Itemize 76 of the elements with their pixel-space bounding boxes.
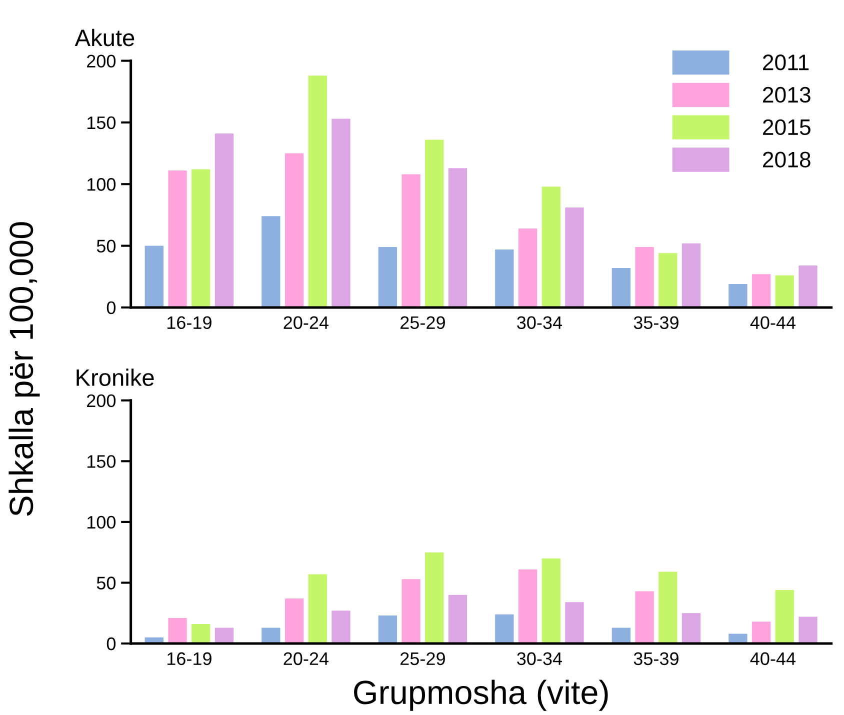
x-tick-label: 16-19	[167, 652, 212, 666]
bar	[752, 622, 771, 644]
bar	[378, 247, 398, 308]
bar	[542, 558, 560, 644]
y-tick-label: 200	[87, 54, 116, 68]
bar	[495, 249, 514, 308]
x-tick-label: 35-39	[634, 652, 678, 666]
bar	[752, 274, 771, 308]
bar	[658, 253, 678, 308]
bar	[192, 624, 210, 644]
x-tick-label: 20-24	[284, 316, 329, 330]
bar	[775, 275, 794, 308]
x-axis-title: Grupmosha (vite)	[354, 680, 608, 711]
legend-label: 2018	[763, 152, 810, 168]
bar	[214, 134, 234, 308]
bar	[658, 572, 678, 644]
bar	[682, 243, 701, 308]
bar	[775, 590, 794, 644]
bar	[682, 613, 701, 644]
bar	[332, 118, 350, 308]
bar	[332, 610, 350, 644]
x-tick-label: 35-39	[634, 316, 678, 330]
bar	[308, 76, 327, 308]
y-tick-label: 150	[87, 455, 116, 468]
bar	[168, 170, 187, 308]
bar	[402, 174, 420, 308]
x-tick-label: 25-29	[400, 316, 445, 330]
bar	[518, 228, 538, 308]
y-tick-label: 50	[96, 240, 116, 252]
bar	[612, 268, 631, 308]
bar	[728, 284, 748, 308]
legend-label: 2011	[763, 54, 809, 70]
bar	[542, 186, 560, 308]
chart-title: Akute	[74, 28, 134, 46]
y-tick-label: 100	[87, 178, 116, 191]
bar	[798, 266, 818, 308]
bar	[612, 628, 631, 644]
x-tick-label: 40-44	[750, 316, 796, 330]
bar	[565, 602, 584, 644]
x-tick-label: 16-19	[167, 316, 212, 330]
bar	[284, 153, 304, 308]
bar	[448, 594, 468, 644]
y-axis-title: Shkalla për 100,000	[8, 222, 40, 516]
y-tick-label: 100	[87, 516, 116, 529]
bar	[262, 216, 280, 308]
bar	[144, 246, 164, 308]
y-tick-label: 50	[96, 576, 116, 590]
bar	[425, 552, 444, 644]
y-tick-label: 0	[106, 637, 116, 650]
bar	[192, 169, 210, 308]
bar	[635, 247, 654, 308]
bar	[168, 618, 187, 644]
x-tick-label: 40-44	[750, 652, 796, 666]
bar	[565, 208, 584, 308]
bar	[308, 574, 327, 644]
bar	[262, 628, 280, 644]
y-tick-label: 150	[87, 116, 116, 130]
legend-label: 2015	[763, 119, 810, 136]
bar	[495, 614, 514, 644]
x-tick-label: 30-34	[517, 652, 562, 666]
y-tick-label: 0	[106, 301, 116, 314]
chart-title: Kronike	[76, 368, 154, 386]
bar	[635, 591, 654, 644]
bar	[378, 616, 398, 644]
x-tick-label: 20-24	[284, 652, 329, 666]
bar	[518, 569, 538, 644]
legend-label: 2013	[763, 86, 810, 103]
x-tick-label: 25-29	[400, 652, 445, 666]
x-tick-label: 30-34	[517, 316, 562, 330]
bar	[402, 579, 420, 644]
bar	[284, 598, 304, 644]
y-tick-label: 200	[87, 394, 116, 408]
bar	[798, 616, 818, 644]
bar	[425, 140, 444, 308]
bar	[448, 168, 468, 308]
bar	[214, 628, 234, 644]
